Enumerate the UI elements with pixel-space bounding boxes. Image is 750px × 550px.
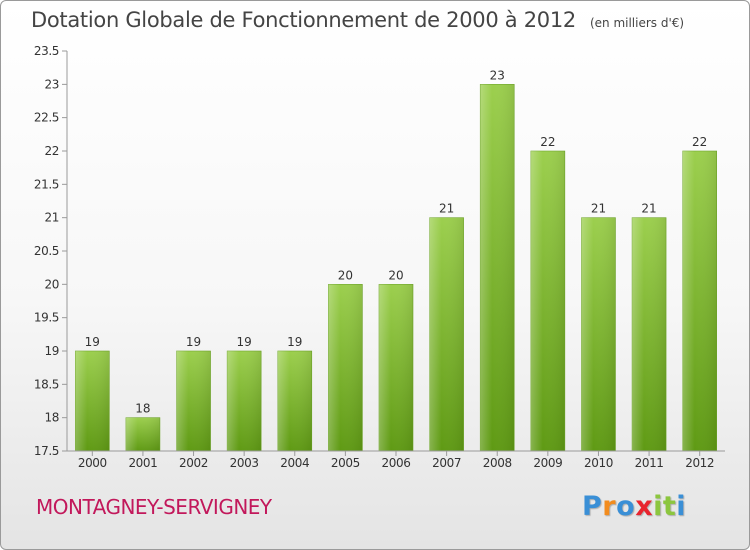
bar-shine <box>277 351 312 451</box>
x-tick-label: 2009 <box>533 456 562 470</box>
x-tick-label: 2006 <box>382 456 411 470</box>
bar-shine <box>530 151 565 451</box>
y-tick-label: 20.5 <box>34 244 59 258</box>
y-tick-label: 23 <box>45 77 59 91</box>
data-label: 22 <box>692 135 707 149</box>
data-label: 19 <box>85 335 100 349</box>
y-tick-label: 22 <box>45 144 59 158</box>
data-label: 19 <box>237 335 252 349</box>
x-tick-label: 2000 <box>78 456 107 470</box>
data-label: 19 <box>186 335 201 349</box>
data-label: 20 <box>338 268 353 282</box>
x-tick-label: 2001 <box>128 456 157 470</box>
y-tick-label: 20 <box>45 277 59 291</box>
commune-name: MONTAGNEY-SERVIGNEY <box>36 495 272 519</box>
data-label: 18 <box>135 402 150 416</box>
y-tick-label: 23.5 <box>34 44 59 58</box>
y-tick-label: 18 <box>45 411 59 425</box>
y-tick-label: 17.5 <box>34 444 59 458</box>
y-tick-label: 21 <box>45 211 59 225</box>
x-tick-label: 2011 <box>635 456 664 470</box>
proxiti-logo[interactable]: Proxiti <box>582 491 686 522</box>
chart-unit: (en milliers d'€) <box>589 16 685 30</box>
data-label: 19 <box>287 335 302 349</box>
data-label: 21 <box>641 202 656 216</box>
bar-shine <box>429 217 464 451</box>
x-tick-label: 2008 <box>483 456 512 470</box>
chart-title: Dotation Globale de Fonctionnement de 20… <box>31 8 684 32</box>
y-tick-label: 19.5 <box>34 311 59 325</box>
x-tick-label: 2012 <box>685 456 714 470</box>
bar-shine <box>75 351 110 451</box>
logo-letter: t <box>662 491 677 522</box>
bar-shine <box>328 284 363 451</box>
y-tick-label: 21.5 <box>34 177 59 191</box>
bar-shine <box>632 217 667 451</box>
chart-title-text: Dotation Globale de Fonctionnement de 20… <box>31 8 576 32</box>
x-tick-label: 2004 <box>280 456 309 470</box>
data-label: 23 <box>490 68 505 82</box>
logo-letter: r <box>602 491 617 522</box>
y-tick-label: 22.5 <box>34 111 59 125</box>
logo-letter: o <box>616 491 636 522</box>
bar-shine <box>581 217 616 451</box>
x-tick-label: 2002 <box>179 456 208 470</box>
bar-shine <box>176 351 211 451</box>
x-tick-label: 2003 <box>230 456 259 470</box>
logo-letter: P <box>582 491 603 522</box>
data-label: 21 <box>591 202 606 216</box>
bar-shine <box>682 151 717 451</box>
data-label: 21 <box>439 202 454 216</box>
bar-shine <box>480 84 515 451</box>
logo-letter: x <box>635 491 654 522</box>
x-tick-label: 2010 <box>584 456 613 470</box>
x-tick-label: 2007 <box>432 456 461 470</box>
bar-shine <box>125 417 160 451</box>
x-tick-label: 2005 <box>331 456 360 470</box>
y-tick-label: 18.5 <box>34 377 59 391</box>
data-label: 20 <box>388 268 403 282</box>
data-label: 22 <box>540 135 555 149</box>
y-tick-label: 19 <box>45 344 59 358</box>
bar-shine <box>227 351 262 451</box>
bar-shine <box>379 284 413 451</box>
logo-letter: i <box>676 491 687 522</box>
logo-letter: i <box>653 491 663 522</box>
